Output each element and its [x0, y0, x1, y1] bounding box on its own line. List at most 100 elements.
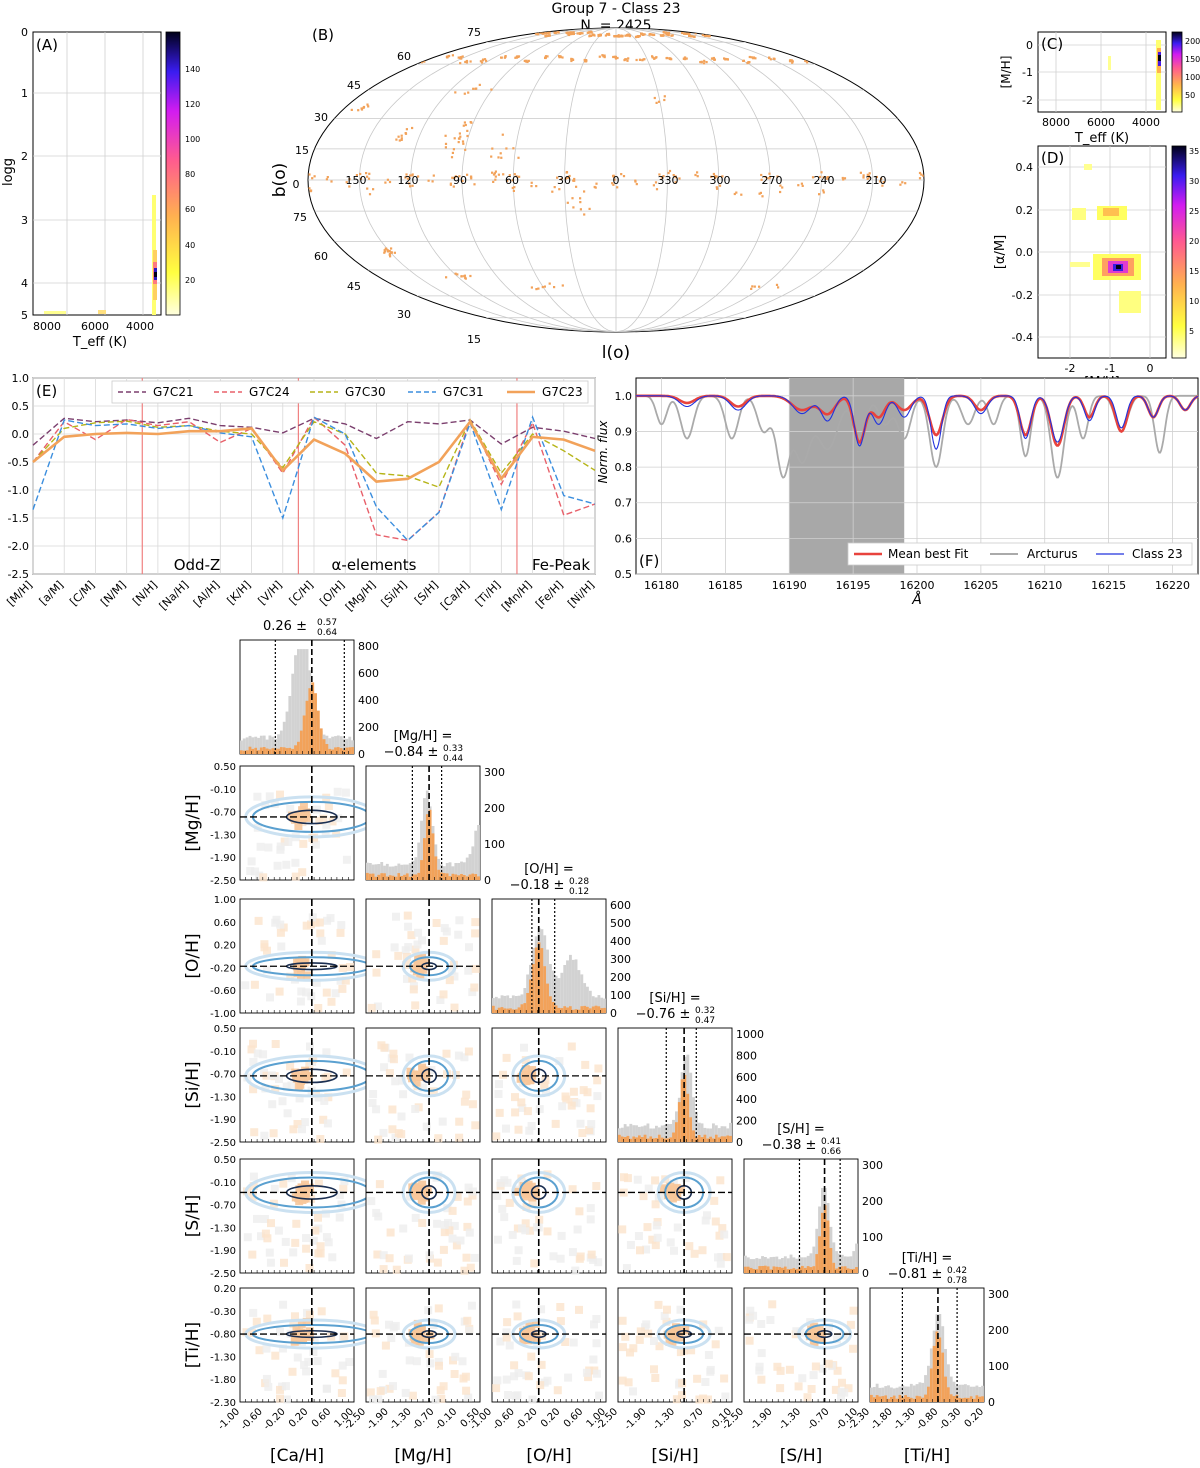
histogram-bar-all: [632, 1125, 636, 1142]
histogram-bar-all: [786, 1258, 790, 1273]
star-point: [791, 61, 794, 64]
histogram-bar-class: [462, 875, 466, 880]
density-cell: [676, 1305, 685, 1314]
density-cell: [385, 1069, 394, 1078]
star-point: [368, 172, 371, 175]
star-point: [400, 138, 403, 141]
histogram-title-upper: 0.33: [443, 744, 463, 754]
histogram-bar-class: [569, 1006, 572, 1013]
density-cell: [293, 1120, 302, 1128]
histogram-bar-all: [895, 1387, 899, 1402]
histogram-bar-class: [915, 1395, 919, 1402]
star-point: [506, 179, 509, 182]
density-cell: [322, 1384, 331, 1393]
histogram-bar-class: [531, 964, 535, 1013]
panel-c-xtick: 6000: [1087, 116, 1115, 129]
density-cell: [274, 1226, 283, 1235]
histogram-bar-all: [471, 846, 475, 880]
panel-c-xlabel: T_eff (K): [1074, 131, 1129, 146]
star-point: [572, 31, 575, 34]
star-point: [820, 171, 823, 174]
star-point: [595, 182, 598, 185]
star-point: [366, 175, 369, 178]
density-cell: [276, 1385, 284, 1394]
star-point: [684, 56, 687, 59]
histogram-bar-all: [408, 863, 412, 880]
density-cell: [389, 1055, 398, 1064]
star-point: [404, 132, 407, 135]
density-cell: [291, 1312, 299, 1321]
star-point: [773, 57, 776, 60]
star-point: [530, 181, 533, 184]
density-cell: [401, 1388, 410, 1397]
star-point: [571, 32, 574, 35]
density-cell: [433, 1258, 442, 1267]
histogram-bar-class: [445, 873, 449, 880]
histogram-bar-class: [460, 874, 463, 880]
histogram-bar-all: [890, 1387, 893, 1402]
corner-ylabel: [O/H]: [183, 933, 203, 978]
star-point: [776, 175, 779, 178]
histogram-bar-class: [240, 750, 243, 754]
star-point: [682, 57, 685, 60]
histogram-count-tick: 0: [484, 874, 491, 887]
panel-b-label: (B): [312, 26, 334, 44]
star-point: [423, 60, 426, 63]
density-cell: [450, 1370, 459, 1378]
density-cell: [568, 1185, 577, 1194]
star-point: [445, 276, 448, 279]
histogram-bar-all: [474, 830, 478, 880]
star-point: [469, 274, 472, 278]
star-point: [581, 32, 584, 35]
histogram-bar-class: [712, 1138, 715, 1142]
histogram-bar-class: [655, 1138, 658, 1142]
lat-label: 30: [314, 111, 328, 124]
star-point: [473, 183, 476, 186]
panel-d-ytick: -0.4: [1012, 331, 1033, 344]
panel-a-colorbar: [165, 31, 181, 316]
star-point: [664, 31, 667, 34]
star-point: [560, 178, 563, 181]
density-cell: [671, 1323, 680, 1332]
density-cell: [287, 1081, 296, 1090]
histogram-bar-class: [540, 948, 544, 1013]
density-cell: [704, 1395, 712, 1404]
panel-d: (D) 0.4 0.2 0.0 -0.2 -0.4 -2 -1 0 [α/M] …: [993, 145, 1199, 390]
star-point: [667, 34, 670, 37]
histogram-bar-class: [895, 1398, 899, 1402]
histogram-bar-class: [775, 1266, 779, 1273]
star-point: [458, 132, 461, 135]
lon-label: 300: [710, 174, 731, 187]
density-cell: [629, 1387, 637, 1396]
star-point: [494, 178, 497, 181]
density-cell: [448, 1234, 457, 1243]
histogram-bar-class: [666, 1138, 670, 1142]
density-cell: [653, 1233, 662, 1242]
histogram-bar-all: [669, 1124, 673, 1142]
histogram-count-tick: 1000: [736, 1028, 764, 1041]
histogram-bar-class: [305, 700, 309, 754]
histogram-bar-class: [314, 693, 317, 754]
histogram-bar-all: [761, 1256, 764, 1273]
density-cell: [249, 1308, 258, 1317]
histogram-bar-all: [872, 1387, 876, 1402]
density-cell: [521, 1070, 530, 1079]
density-cell: [584, 1373, 593, 1382]
histogram-title-value: −0.18 ±: [510, 878, 565, 893]
density-cell: [540, 1081, 549, 1090]
panel-e-xtick: [Mn/H]: [499, 578, 534, 613]
histogram-bar-all: [746, 1257, 750, 1273]
density-cell: [367, 1003, 376, 1012]
panel-d-xtick: -2: [1065, 362, 1076, 375]
histogram-bar-all: [460, 861, 463, 880]
star-point: [862, 174, 865, 177]
panel-e-xtick: [N/M]: [98, 578, 128, 608]
corner-xtick: -0.70: [806, 1406, 832, 1432]
star-point: [818, 193, 821, 196]
density-cell: [298, 868, 307, 877]
histogram-bar-class: [414, 874, 418, 880]
star-point: [668, 57, 672, 61]
density-cell: [576, 1252, 585, 1261]
density-cell: [248, 1192, 257, 1201]
star-point: [651, 55, 654, 58]
